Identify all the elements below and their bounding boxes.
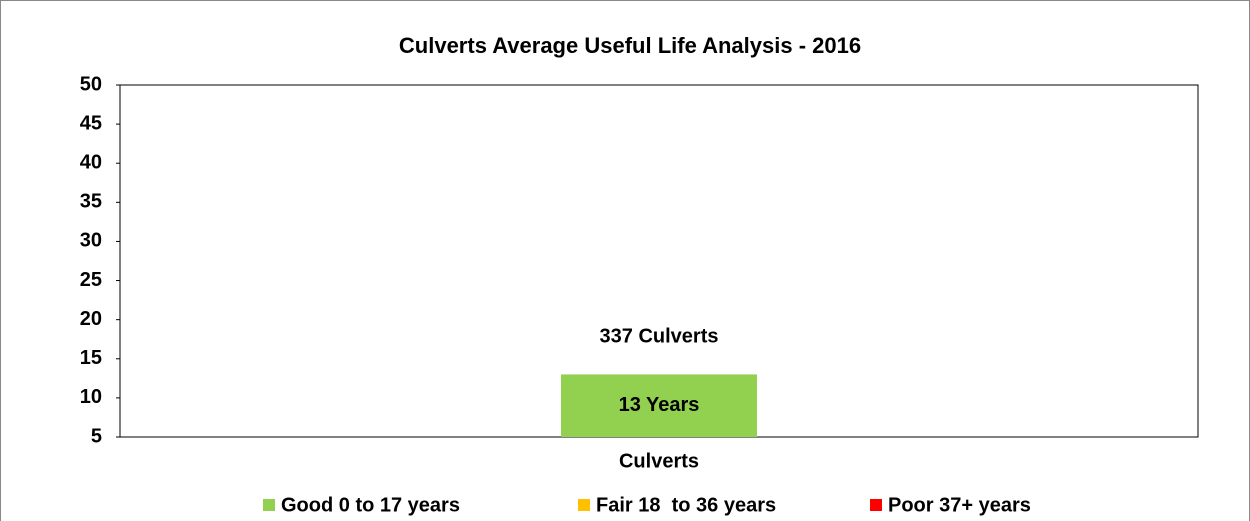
y-tick-label: 35	[80, 191, 102, 213]
y-tick-label: 50	[80, 73, 102, 95]
x-tick-label: Culverts	[619, 450, 699, 472]
legend-swatch	[263, 499, 275, 511]
y-tick-label: 10	[80, 386, 102, 408]
y-tick-label: 15	[80, 347, 102, 369]
y-tick-label: 5	[91, 425, 102, 447]
y-tick-label: 20	[80, 308, 102, 330]
chart-title: Culverts Average Useful Life Analysis - …	[399, 33, 861, 58]
legend-label: Good 0 to 17 years	[281, 494, 460, 516]
y-tick-label: 30	[80, 230, 102, 252]
annotation: 337 Culverts	[600, 325, 719, 347]
legend-swatch	[870, 499, 882, 511]
legend-label: Fair 18 to 36 years	[596, 494, 776, 516]
legend-label: Poor 37+ years	[888, 494, 1031, 516]
y-tick-label: 40	[80, 152, 102, 174]
value-label: 13 Years	[619, 394, 700, 416]
y-tick-label: 25	[80, 269, 102, 291]
y-tick-label: 45	[80, 112, 102, 134]
bar	[561, 374, 757, 437]
legend-swatch	[578, 499, 590, 511]
